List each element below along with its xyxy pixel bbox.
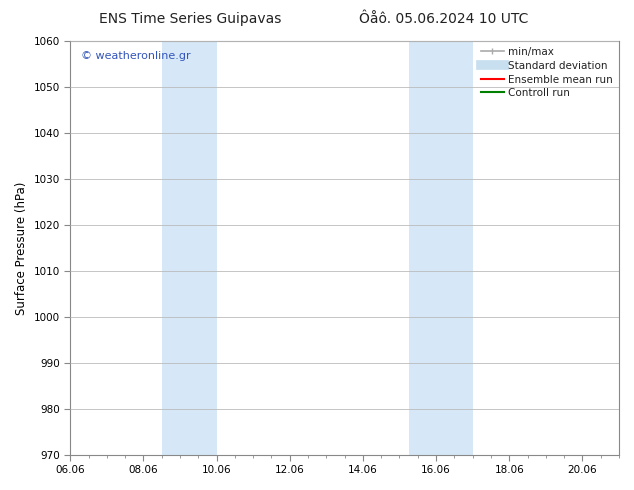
Text: Ôåô. 05.06.2024 10 UTC: Ôåô. 05.06.2024 10 UTC bbox=[359, 12, 529, 26]
Bar bbox=[162, 41, 217, 455]
Y-axis label: Surface Pressure (hPa): Surface Pressure (hPa) bbox=[15, 181, 28, 315]
Text: ENS Time Series Guipavas: ENS Time Series Guipavas bbox=[99, 12, 281, 26]
Text: © weatheronline.gr: © weatheronline.gr bbox=[81, 51, 191, 61]
Bar bbox=[409, 41, 473, 455]
Legend: min/max, Standard deviation, Ensemble mean run, Controll run: min/max, Standard deviation, Ensemble me… bbox=[477, 43, 617, 102]
